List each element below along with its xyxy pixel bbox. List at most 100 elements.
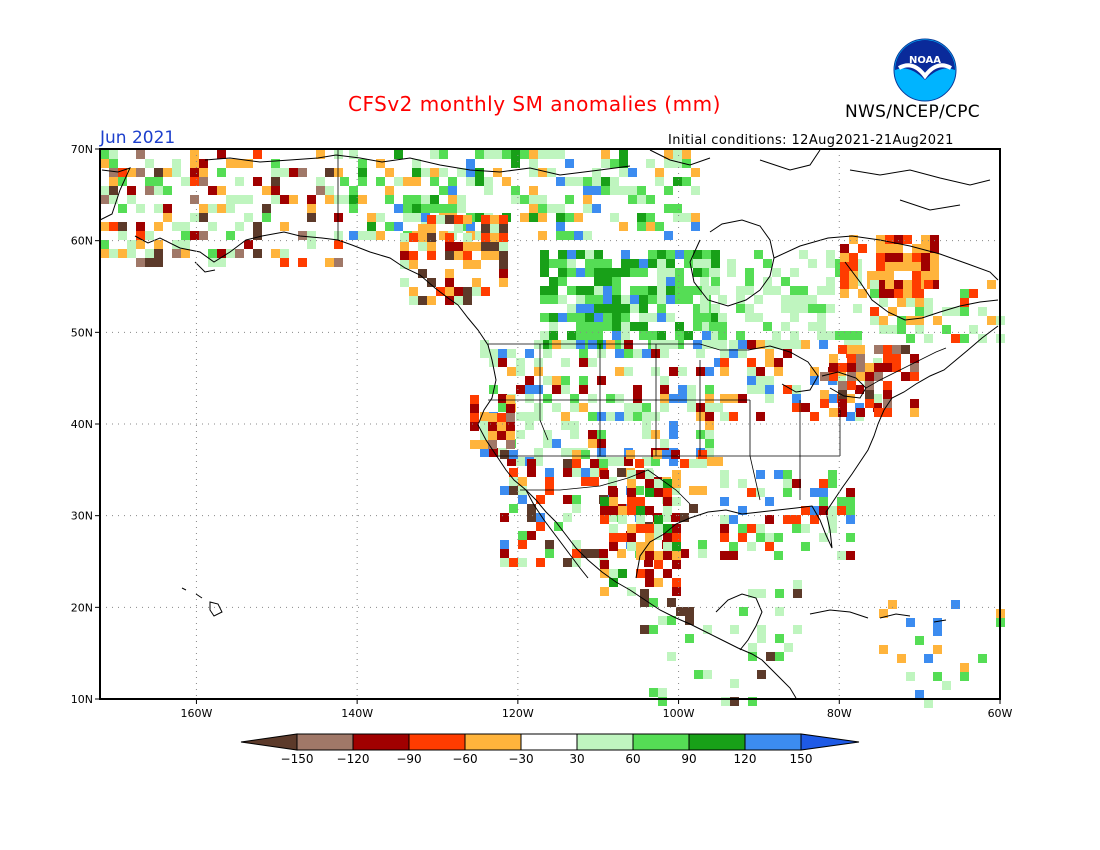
anomaly-cell: [801, 340, 810, 349]
anomaly-cell: [163, 168, 172, 177]
anomaly-cell: [145, 159, 154, 168]
anomaly-cell: [772, 340, 781, 349]
anomaly-cell: [475, 231, 484, 240]
anomaly-cell: [340, 177, 349, 186]
anomaly-cell: [556, 204, 565, 213]
anomaly-cell: [349, 231, 358, 240]
anomaly-cell: [376, 177, 385, 186]
anomaly-cell: [412, 159, 421, 168]
anomaly-cell: [538, 213, 547, 222]
anomaly-cell: [552, 403, 561, 412]
colorbar-label: −150: [280, 752, 314, 766]
anomaly-cell: [718, 340, 727, 349]
anomaly-cell: [642, 403, 651, 412]
anomaly-cell: [529, 195, 538, 204]
anomaly-cell: [865, 381, 874, 390]
anomaly-cell: [540, 250, 549, 259]
anomaly-cell: [511, 195, 520, 204]
anomaly-cells: [100, 150, 1005, 708]
anomaly-cell: [610, 186, 619, 195]
anomaly-cell: [894, 253, 903, 262]
anomaly-cell: [609, 488, 618, 497]
colorbar-label: −60: [452, 752, 478, 766]
anomaly-cell: [612, 304, 621, 313]
anomaly-cell: [702, 331, 711, 340]
anomaly-cell: [603, 268, 612, 277]
anomaly-cell: [600, 587, 609, 596]
anomaly-cell: [667, 652, 676, 661]
anomaly-cell: [418, 296, 427, 305]
anomaly-cell: [666, 268, 675, 277]
anomaly-cell: [136, 222, 145, 231]
anomaly-cell: [693, 304, 702, 313]
anomaly-cell: [720, 470, 729, 479]
anomaly-cell: [856, 354, 865, 363]
anomaly-cell: [547, 204, 556, 213]
colorbar-segment: [296, 733, 354, 751]
anomaly-cell: [400, 233, 409, 242]
anomaly-cell: [498, 403, 507, 412]
anomaly-cell: [609, 542, 618, 551]
anomaly-cell: [549, 322, 558, 331]
anomaly-cell: [720, 524, 729, 533]
anomaly-cell: [217, 249, 226, 258]
anomaly-cell: [421, 213, 430, 222]
anomaly-cell: [597, 448, 606, 457]
anomaly-cell: [897, 298, 906, 307]
anomaly-cell: [888, 325, 897, 334]
anomaly-cell: [657, 259, 666, 268]
anomaly-cell: [154, 204, 163, 213]
lon-label: 100W: [663, 707, 695, 720]
anomaly-cell: [217, 168, 226, 177]
anomaly-cell: [574, 231, 583, 240]
anomaly-cell: [885, 289, 894, 298]
anomaly-cell: [849, 253, 858, 262]
anomaly-cell: [637, 186, 646, 195]
anomaly-cell: [412, 168, 421, 177]
anomaly-cell: [445, 242, 454, 251]
anomaly-cell: [930, 244, 939, 253]
anomaly-cell: [892, 354, 901, 363]
anomaly-cell: [720, 367, 729, 376]
anomaly-cell: [757, 634, 766, 643]
anomaly-cell: [579, 385, 588, 394]
anomaly-cell: [651, 349, 660, 358]
colorbar-label: 150: [789, 752, 813, 766]
anomaly-cell: [915, 636, 924, 645]
anomaly-cell: [610, 159, 619, 168]
anomaly-cell: [912, 262, 921, 271]
anomaly-cell: [883, 408, 892, 417]
anomaly-cell: [540, 340, 549, 349]
anomaly-cell: [466, 168, 475, 177]
anomaly-cell: [879, 609, 888, 618]
anomaly-cell: [663, 506, 672, 515]
anomaly-cell: [754, 250, 763, 259]
anomaly-cell: [472, 242, 481, 251]
anomaly-cell: [756, 367, 765, 376]
anomaly-cell: [637, 222, 646, 231]
anomaly-cell: [691, 222, 700, 231]
lon-label: 60W: [988, 707, 1013, 720]
anomaly-cell: [790, 331, 799, 340]
anomaly-cell: [499, 269, 508, 278]
anomaly-cell: [705, 367, 714, 376]
anomaly-cell: [358, 195, 367, 204]
anomaly-cell: [475, 150, 484, 159]
anomaly-cell: [592, 204, 601, 213]
anomaly-cell: [675, 268, 684, 277]
anomaly-cell: [603, 259, 612, 268]
anomaly-cell: [951, 334, 960, 343]
noaa-logo-text: NOAA: [909, 55, 941, 66]
anomaly-cell: [921, 235, 930, 244]
anomaly-cell: [783, 470, 792, 479]
anomaly-cell: [506, 422, 515, 431]
anomaly-cell: [654, 524, 663, 533]
anomaly-cell: [829, 363, 838, 372]
anomaly-cell: [558, 268, 567, 277]
anomaly-cell: [702, 250, 711, 259]
anomaly-cell: [763, 277, 772, 286]
anomaly-cell: [430, 177, 439, 186]
anomaly-cell: [583, 204, 592, 213]
anomaly-cell: [915, 325, 924, 334]
anomaly-cell: [894, 262, 903, 271]
